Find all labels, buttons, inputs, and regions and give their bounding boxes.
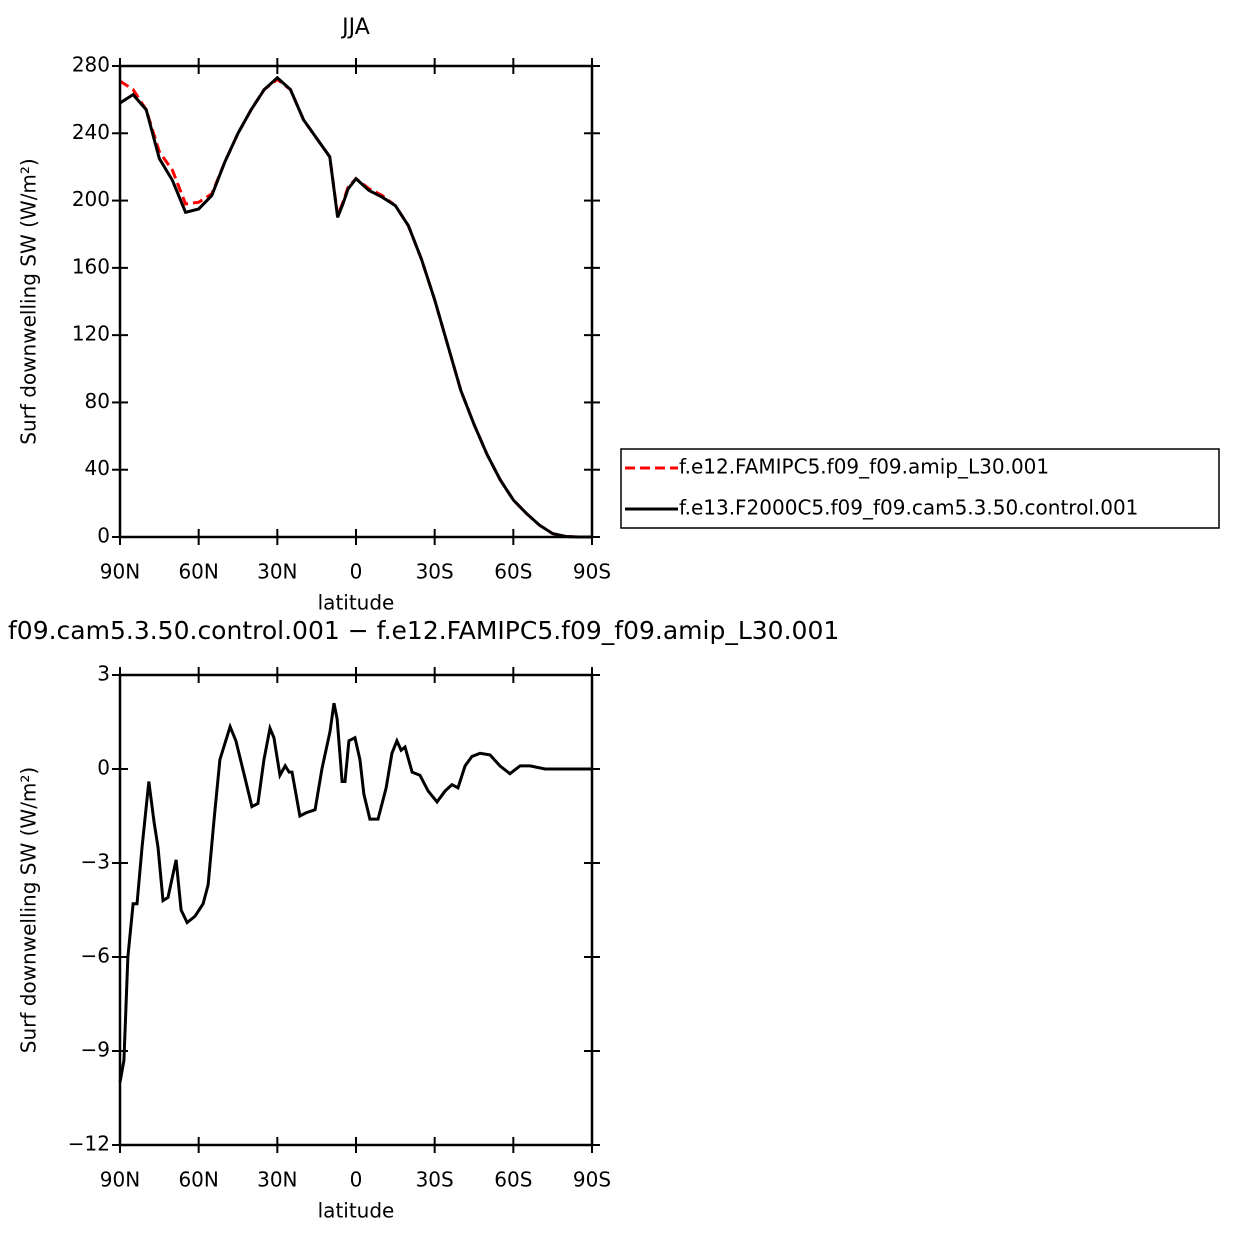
x-axis-label: latitude: [318, 591, 395, 615]
y-tick-label: 280: [72, 53, 110, 77]
y-tick-label: −3: [81, 850, 110, 874]
legend-label: f.e13.F2000C5.f09_f09.cam5.3.50.control.…: [679, 496, 1138, 520]
y-tick-label: −12: [68, 1132, 110, 1156]
y-tick-label: 80: [85, 389, 110, 413]
x-tick-label: 0: [350, 1168, 363, 1192]
y-tick-label: 240: [72, 120, 110, 144]
legend-label: f.e12.FAMIPC5.f09_f09.amip_L30.001: [679, 455, 1049, 479]
x-tick-label: 30N: [257, 560, 297, 584]
x-axis-label: latitude: [318, 1199, 395, 1223]
x-tick-label: 90N: [100, 1168, 140, 1192]
series-line: [119, 75, 592, 539]
y-tick-label: 40: [85, 456, 110, 480]
x-tick-label: 60N: [178, 560, 218, 584]
y-tick-label: −6: [81, 944, 110, 968]
series-line: [119, 77, 592, 539]
y-axis-label: Surf downwelling SW (W/m²): [17, 767, 41, 1053]
x-tick-label: 90S: [573, 560, 611, 584]
x-tick-label: 30N: [257, 1168, 297, 1192]
x-tick-label: 60S: [494, 560, 532, 584]
y-axis-label: Surf downwelling SW (W/m²): [17, 158, 41, 444]
legend-box: [620, 448, 1220, 529]
y-tick-label: 3: [97, 662, 110, 686]
x-tick-label: 30S: [416, 1168, 454, 1192]
y-tick-label: 0: [97, 524, 110, 548]
y-tick-label: 160: [72, 254, 110, 278]
y-tick-label: −9: [81, 1038, 110, 1062]
x-tick-label: 90N: [100, 560, 140, 584]
x-tick-label: 60S: [494, 1168, 532, 1192]
y-tick-label: 120: [72, 322, 110, 346]
legend: f.e12.FAMIPC5.f09_f09.amip_L30.001 f.e13.…: [620, 448, 1220, 529]
chart-title: f09.cam5.3.50.control.001 − f.e12.FAMIPC…: [8, 616, 839, 645]
plot-frame: [118, 64, 594, 539]
chart-title: JJA: [340, 15, 370, 40]
x-tick-label: 30S: [416, 560, 454, 584]
y-tick-label: 200: [72, 187, 110, 211]
y-tick-label: 0: [97, 756, 110, 780]
x-tick-label: 0: [350, 560, 363, 584]
series-line: [118, 702, 592, 1083]
x-tick-label: 60N: [178, 1168, 218, 1192]
x-tick-label: 90S: [573, 1168, 611, 1192]
